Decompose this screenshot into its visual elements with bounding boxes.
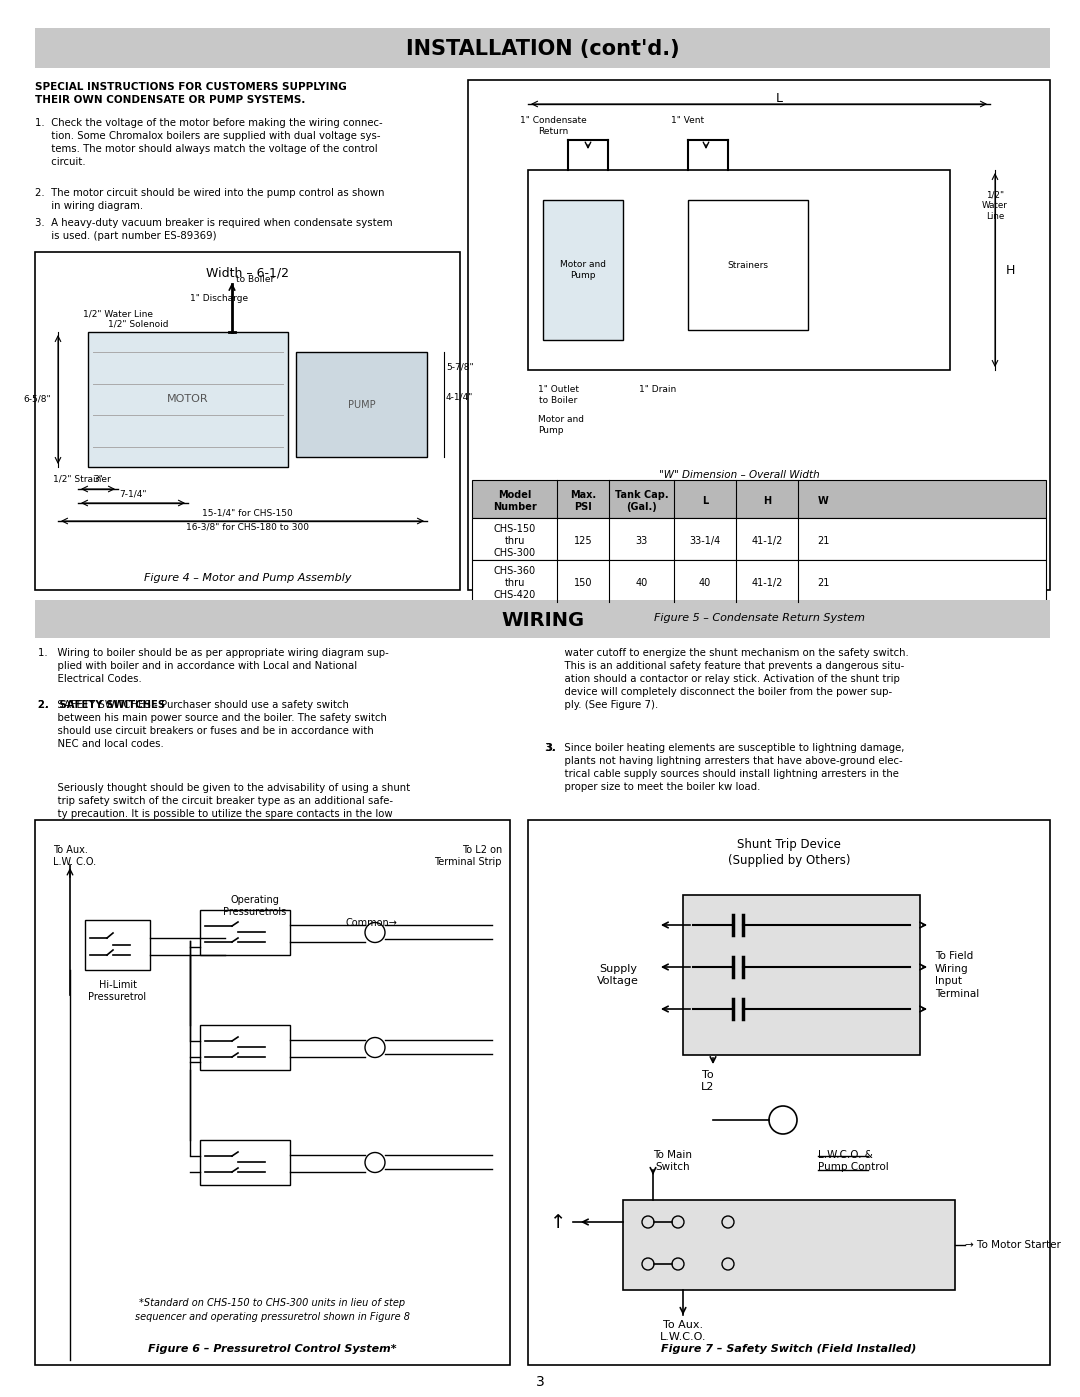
Text: MOTOR: MOTOR (167, 394, 208, 405)
Bar (35, 820, 510, 1365)
Text: 15-1/4" for CHS-150: 15-1/4" for CHS-150 (202, 509, 293, 517)
Text: Model
Number: Model Number (492, 490, 537, 511)
Text: 1" Outlet
to Boiler: 1" Outlet to Boiler (538, 386, 579, 405)
Text: INSTALLATION (cont'd.): INSTALLATION (cont'd.) (406, 39, 679, 59)
Text: 33-1/4: 33-1/4 (689, 536, 720, 546)
Text: To Aux.
L.W.C.O.: To Aux. L.W.C.O. (660, 1320, 706, 1343)
Text: 1" Vent: 1" Vent (672, 116, 704, 124)
Text: H: H (1005, 264, 1015, 277)
Text: To Field
Wiring
Input
Terminal: To Field Wiring Input Terminal (935, 951, 980, 999)
Text: Figure 6 – Pressuretrol Control System*: Figure 6 – Pressuretrol Control System* (148, 1344, 396, 1354)
Text: W: W (818, 496, 828, 506)
Bar (35, 251, 460, 590)
Text: Motor and
Pump: Motor and Pump (538, 415, 584, 434)
Text: 41-1/2: 41-1/2 (752, 578, 783, 588)
Text: 16-3/8" for CHS-180 to 300: 16-3/8" for CHS-180 to 300 (186, 522, 309, 531)
Bar (35, 599, 1050, 638)
Bar (468, 80, 1050, 590)
Text: 1/2" Water Line: 1/2" Water Line (83, 310, 153, 319)
Text: SPECIAL INSTRUCTIONS FOR CUSTOMERS SUPPLYING
THEIR OWN CONDENSATE OR PUMP SYSTEM: SPECIAL INSTRUCTIONS FOR CUSTOMERS SUPPL… (35, 82, 347, 105)
Text: Supply
Voltage: Supply Voltage (597, 964, 639, 986)
Bar (688, 200, 808, 330)
Text: Motor and
Pump: Motor and Pump (561, 260, 606, 279)
Text: 3.  A heavy-duty vacuum breaker is required when condensate system
     is used.: 3. A heavy-duty vacuum breaker is requir… (35, 218, 393, 242)
Text: Operating
Pressuretrols: Operating Pressuretrols (224, 895, 286, 918)
Bar (623, 1200, 955, 1289)
Text: 6-5/8": 6-5/8" (24, 395, 51, 404)
Text: 2.   SAFETY SWITCHES - Purchaser should use a safety switch
      between his ma: 2. SAFETY SWITCHES - Purchaser should us… (38, 700, 387, 749)
Text: *Standard on CHS-150 to CHS-300 units in lieu of step
sequencer and operating pr: *Standard on CHS-150 to CHS-300 units in… (135, 1298, 410, 1322)
Text: ↑: ↑ (550, 1213, 566, 1232)
Text: 150: 150 (573, 578, 592, 588)
Text: Common→: Common→ (345, 918, 396, 928)
Text: 5-7/8": 5-7/8" (446, 362, 474, 372)
Text: L: L (775, 92, 783, 105)
Text: → To Motor Starter: → To Motor Starter (966, 1241, 1061, 1250)
Text: H: H (762, 496, 771, 506)
Text: 125: 125 (573, 536, 592, 546)
Text: 3.: 3. (545, 743, 556, 753)
Text: 1" Condensate
Return: 1" Condensate Return (519, 116, 586, 136)
Bar (543, 200, 623, 339)
Text: WIRING: WIRING (501, 610, 584, 630)
Text: 2.   SAFETY SWITCHES: 2. SAFETY SWITCHES (38, 700, 165, 710)
Bar (200, 909, 291, 956)
Bar (528, 170, 950, 370)
Text: 2.  The motor circuit should be wired into the pump control as shown
     in wir: 2. The motor circuit should be wired int… (35, 189, 384, 211)
Text: Figure 4 – Motor and Pump Assembly: Figure 4 – Motor and Pump Assembly (144, 573, 351, 583)
Text: 21: 21 (816, 578, 829, 588)
Text: to Boiler: to Boiler (237, 275, 274, 285)
Text: 40: 40 (635, 578, 648, 588)
Bar (528, 820, 1050, 1365)
Text: 3: 3 (536, 1375, 544, 1389)
Text: L.W.C.O. &
Pump Control: L.W.C.O. & Pump Control (818, 1150, 889, 1172)
Text: Seriously thought should be given to the advisability of using a shunt
      tri: Seriously thought should be given to the… (38, 782, 410, 819)
Text: 40: 40 (699, 578, 711, 588)
Text: 41-1/2: 41-1/2 (752, 536, 783, 546)
Text: 3": 3" (93, 475, 103, 483)
Text: 3.   Since boiler heating elements are susceptible to lightning damage,
      pl: 3. Since boiler heating elements are sus… (545, 743, 904, 792)
Text: Tank Cap.
(Gal.): Tank Cap. (Gal.) (615, 490, 669, 511)
Text: L: L (702, 496, 708, 506)
Bar (35, 28, 1050, 68)
Text: CHS-360
thru
CHS-420: CHS-360 thru CHS-420 (494, 566, 536, 599)
Text: Width – 6-1/2: Width – 6-1/2 (206, 265, 289, 279)
Text: 4-1/4": 4-1/4" (446, 393, 473, 401)
Text: Hi-Limit
Pressuretrol: Hi-Limit Pressuretrol (89, 981, 147, 1003)
Bar (683, 895, 920, 1055)
Text: 1/2" Strainer: 1/2" Strainer (53, 475, 111, 483)
Text: 1/2" Solenoid: 1/2" Solenoid (108, 320, 168, 328)
Text: 1" Discharge: 1" Discharge (190, 293, 248, 303)
Text: 7-1/4": 7-1/4" (119, 489, 147, 499)
Text: Figure 7 – Safety Switch (Field Installed): Figure 7 – Safety Switch (Field Installe… (661, 1344, 917, 1354)
Text: water cutoff to energize the shunt mechanism on the safety switch.
      This is: water cutoff to energize the shunt mecha… (545, 648, 908, 710)
Text: 1" Drain: 1" Drain (639, 386, 677, 394)
Text: Figure 5 – Condensate Return System: Figure 5 – Condensate Return System (653, 613, 864, 623)
Bar (472, 560, 1047, 602)
Text: "W" Dimension – Overall Width: "W" Dimension – Overall Width (659, 469, 820, 481)
Text: 1.  Check the voltage of the motor before making the wiring connec-
     tion. S: 1. Check the voltage of the motor before… (35, 117, 382, 168)
Text: To
L2: To L2 (701, 1070, 715, 1092)
Text: Shunt Trip Device
(Supplied by Others): Shunt Trip Device (Supplied by Others) (728, 838, 850, 868)
Text: Strainers: Strainers (728, 260, 769, 270)
Bar (200, 1025, 291, 1070)
Text: To L2 on
Terminal Strip: To L2 on Terminal Strip (434, 845, 502, 868)
Bar (85, 921, 150, 970)
Text: To Aux.
L.W. C.O.: To Aux. L.W. C.O. (53, 845, 96, 868)
Text: 33: 33 (635, 536, 648, 546)
Bar (296, 352, 427, 457)
Text: 21: 21 (816, 536, 829, 546)
Bar (472, 481, 1047, 518)
Text: PUMP: PUMP (348, 400, 376, 409)
Bar (87, 332, 288, 467)
Text: Max.
PSI: Max. PSI (570, 490, 596, 511)
Text: CHS-150
thru
CHS-300: CHS-150 thru CHS-300 (494, 524, 536, 557)
Bar (472, 518, 1047, 560)
Text: 1.   Wiring to boiler should be as per appropriate wiring diagram sup-
      pli: 1. Wiring to boiler should be as per app… (38, 648, 389, 685)
Text: To Main
Switch: To Main Switch (653, 1150, 692, 1172)
Bar (200, 1140, 291, 1185)
Text: 1/2"
Water
Line: 1/2" Water Line (982, 190, 1008, 221)
